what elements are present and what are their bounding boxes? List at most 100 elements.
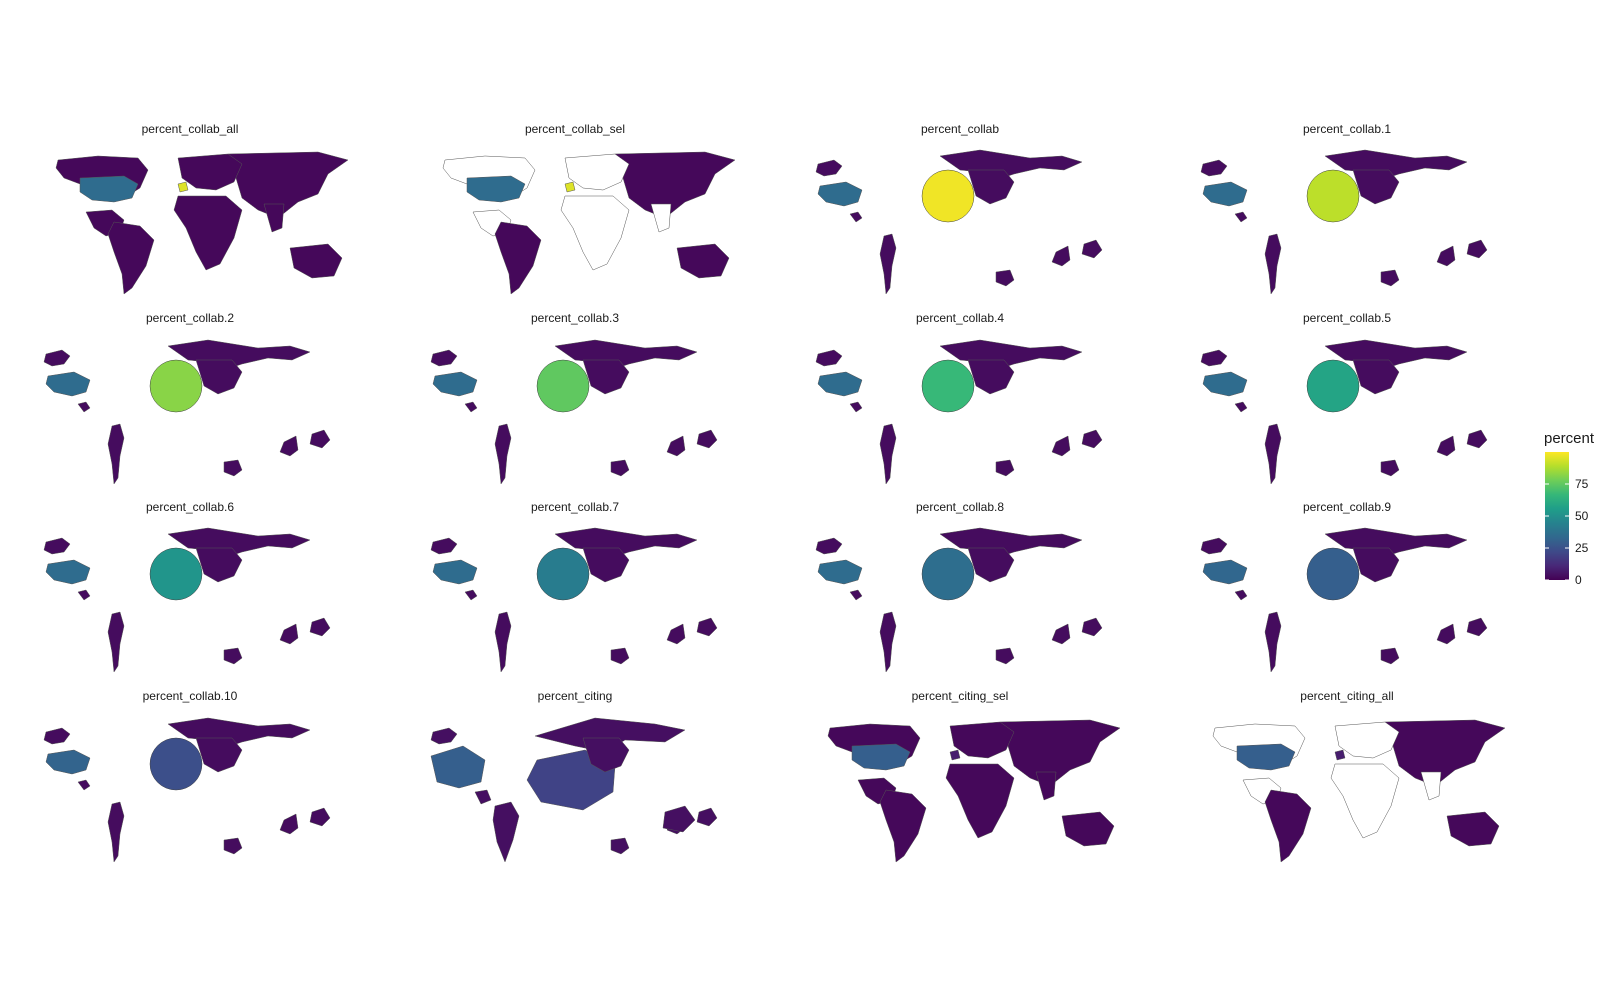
south-america-region <box>494 611 512 673</box>
south-america-region <box>107 801 125 863</box>
alaska-region <box>1200 349 1228 367</box>
map-panel <box>1200 149 1488 295</box>
united-states-region <box>817 559 863 585</box>
africa-region <box>995 269 1015 287</box>
asia-region <box>999 719 1121 787</box>
asia-region <box>1051 435 1071 457</box>
europe-cartogram-circle <box>1306 169 1360 223</box>
united-states-region <box>1202 181 1248 207</box>
south-america-region <box>1264 423 1282 485</box>
highlight-country-region <box>564 181 576 193</box>
eastern-region <box>195 359 243 395</box>
oceania-region <box>1466 239 1488 259</box>
united-states-region <box>817 371 863 397</box>
highlight-country-region <box>1334 749 1346 761</box>
africa-region <box>223 459 243 477</box>
central-america-region <box>77 779 91 791</box>
panel-title: percent_collab.9 <box>1303 500 1391 514</box>
map-panel <box>815 149 1103 295</box>
panel-title: percent_collab_all <box>142 122 239 136</box>
eastern-region <box>967 547 1015 583</box>
asia-region <box>227 151 349 219</box>
panel-title: percent_collab.8 <box>916 500 1004 514</box>
alaska-region <box>815 159 843 177</box>
united-states-region <box>1202 559 1248 585</box>
south-america-region <box>879 611 897 673</box>
europe-region <box>949 721 1015 759</box>
oceania-region <box>1466 429 1488 449</box>
highlight-country-region <box>949 749 961 761</box>
panel-title: percent_collab.4 <box>916 311 1004 325</box>
south-america-region <box>107 423 125 485</box>
alaska-region <box>815 349 843 367</box>
oceania-region <box>1466 617 1488 637</box>
map-panel <box>827 719 1121 863</box>
south-america-region <box>1264 233 1282 295</box>
panel-title: percent_collab.7 <box>531 500 619 514</box>
eastern-region <box>967 169 1015 205</box>
central-america-region <box>849 589 863 601</box>
africa-region <box>610 647 630 665</box>
europe-cartogram-circle <box>536 359 590 413</box>
panel-title: percent_citing_sel <box>912 689 1009 703</box>
alaska-region <box>430 537 458 555</box>
map-panel <box>442 151 736 295</box>
legend-ticks: 0 25 50 75 <box>1545 477 1589 587</box>
asia-region <box>279 623 299 645</box>
asia-region <box>279 435 299 457</box>
legend-tick-label: 0 <box>1575 573 1582 587</box>
south-america-region <box>879 789 927 863</box>
asia-region <box>1436 623 1456 645</box>
alaska-region <box>43 349 71 367</box>
eastern-region <box>582 547 630 583</box>
united-states-region <box>432 559 478 585</box>
map-panel <box>1200 527 1488 673</box>
oceania-region <box>1081 617 1103 637</box>
eastern-region <box>582 737 630 773</box>
panel-title: percent_collab.3 <box>531 311 619 325</box>
south-america-region <box>107 221 155 295</box>
united-states-region <box>1202 371 1248 397</box>
panel-title: percent_citing <box>538 689 613 703</box>
india-region <box>1035 771 1057 801</box>
legend-tick-label: 75 <box>1575 477 1589 491</box>
asia-region <box>1436 435 1456 457</box>
australia-region <box>662 805 696 833</box>
south-america-region <box>494 221 542 295</box>
map-panel <box>430 717 718 863</box>
india-region <box>1420 771 1442 801</box>
central-america-region <box>1234 401 1248 413</box>
panel-title: percent_collab_sel <box>525 122 625 136</box>
panel-title: percent_collab.5 <box>1303 311 1391 325</box>
map-panel <box>43 527 331 673</box>
asia-region <box>666 435 686 457</box>
asia-region <box>1051 245 1071 267</box>
map-panel <box>1200 339 1488 485</box>
oceania-region <box>309 617 331 637</box>
eastern-region <box>1352 169 1400 205</box>
africa-region <box>223 837 243 855</box>
india-region <box>650 203 672 233</box>
europe-region <box>564 153 630 191</box>
alaska-region <box>1200 537 1228 555</box>
south-america-region <box>879 233 897 295</box>
map-panel <box>430 339 718 485</box>
australia-region <box>676 243 730 279</box>
europe-cartogram-circle <box>1306 547 1360 601</box>
africa-region <box>560 195 630 271</box>
legend-title: percent <box>1544 430 1595 447</box>
europe-cartogram-circle <box>921 547 975 601</box>
map-panel <box>815 339 1103 485</box>
africa-region <box>1330 763 1400 839</box>
asia-region <box>1051 623 1071 645</box>
africa-region <box>1380 459 1400 477</box>
eastern-region <box>1352 359 1400 395</box>
asia-region <box>666 623 686 645</box>
united-states-region <box>430 745 486 789</box>
central-america-region <box>77 401 91 413</box>
south-america-region <box>1264 789 1312 863</box>
australia-region <box>289 243 343 279</box>
africa-region <box>945 763 1015 839</box>
legend-tick-label: 25 <box>1575 541 1589 555</box>
map-panel <box>430 527 718 673</box>
